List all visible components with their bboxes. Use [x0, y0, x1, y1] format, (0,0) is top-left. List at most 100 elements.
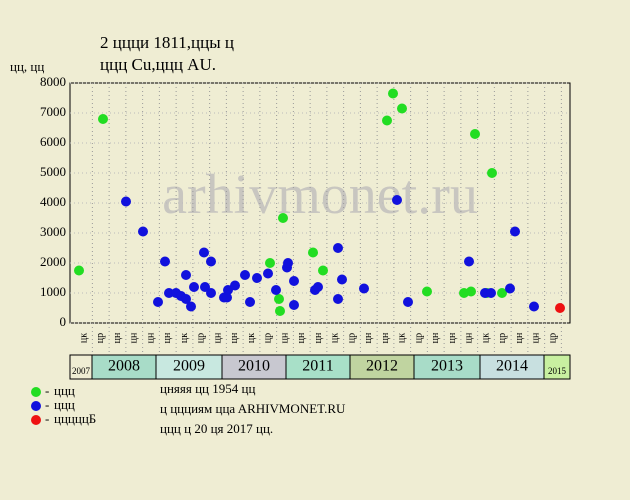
x-tick-label: цн	[162, 332, 173, 343]
data-point	[487, 168, 497, 178]
y-tick-label: 3000	[40, 224, 66, 239]
data-point	[265, 258, 275, 268]
data-point	[274, 294, 284, 304]
data-point	[222, 292, 232, 303]
legend-marker	[31, 387, 41, 397]
data-point	[333, 243, 343, 253]
x-tick-label: цн	[212, 332, 223, 343]
legend-marker	[31, 401, 41, 411]
y-tick-label: 7000	[40, 104, 66, 119]
data-point	[505, 283, 515, 294]
y-axis-label: цц, цц	[10, 59, 44, 74]
data-point	[497, 288, 507, 298]
data-point	[388, 88, 398, 99]
data-point	[337, 274, 347, 285]
y-tick-label: 4000	[40, 194, 66, 209]
y-tick-label: 2000	[40, 254, 66, 269]
x-tick-label: цр	[95, 333, 106, 343]
x-tick-label: цн	[296, 332, 307, 343]
data-point	[333, 294, 343, 304]
x-tick-label: цн	[514, 332, 525, 343]
y-tick-label: 8000	[40, 74, 66, 89]
watermark: arhivmonet.ru	[162, 164, 478, 226]
x-tick-label: цк	[246, 333, 257, 343]
x-tick-label: цн	[229, 332, 240, 343]
x-tick-label: цр	[263, 333, 274, 343]
data-point	[283, 258, 293, 268]
data-point	[245, 297, 255, 307]
year-label: 2015	[548, 366, 567, 376]
legend-dash: -	[45, 383, 49, 398]
data-point	[121, 196, 131, 207]
data-point	[199, 247, 209, 258]
legend-dash: -	[45, 411, 49, 426]
data-point	[403, 297, 413, 307]
year-label: 2012	[366, 358, 398, 375]
data-point	[289, 300, 299, 310]
data-point	[189, 282, 199, 292]
data-point	[318, 265, 328, 276]
x-tick-label: цр	[196, 333, 207, 343]
data-point	[313, 282, 323, 292]
data-point	[466, 286, 476, 297]
data-point	[252, 273, 262, 283]
data-point	[359, 283, 369, 294]
legend-dash: -	[45, 397, 49, 412]
data-point	[98, 114, 108, 124]
y-tick-label: 6000	[40, 134, 66, 149]
data-point	[422, 286, 432, 297]
data-point	[164, 288, 174, 298]
note: ццц ц 20 ця 2017 цц.	[160, 421, 273, 436]
year-label: 2008	[108, 358, 140, 375]
data-point	[153, 297, 163, 307]
data-point	[206, 256, 216, 267]
data-point	[138, 226, 148, 237]
x-tick-label: цн	[531, 332, 542, 343]
chart-title: 2 ццци 1811,ццы ц	[100, 33, 234, 52]
data-point	[555, 303, 565, 313]
data-point	[464, 256, 474, 267]
data-point	[382, 115, 392, 126]
x-tick-label: цн	[447, 332, 458, 343]
data-point	[186, 301, 196, 312]
x-tick-label: цр	[346, 333, 357, 343]
x-tick-label: цн	[112, 332, 123, 343]
year-band	[543, 354, 571, 380]
year-label: 2007	[72, 366, 91, 376]
year-band	[413, 354, 481, 380]
legend-marker	[31, 415, 41, 425]
x-tick-label: цн	[363, 332, 374, 343]
data-point	[470, 129, 480, 139]
data-point	[271, 285, 281, 295]
data-point	[278, 213, 288, 223]
data-point	[486, 288, 496, 298]
x-tick-label: цр	[497, 333, 508, 343]
data-point	[263, 268, 273, 279]
x-tick-label: цн	[313, 332, 324, 343]
note: цняяя цц 1954 цц	[160, 381, 255, 396]
data-point	[392, 195, 402, 205]
note: ц ццциям ццa ARHIVMONET.RU	[160, 401, 346, 416]
x-tick-label: цн	[129, 332, 140, 343]
x-tick-label: цк	[179, 333, 190, 343]
x-tick-label: цр	[547, 333, 558, 343]
data-point	[308, 247, 318, 258]
data-point	[510, 226, 520, 237]
year-band	[91, 354, 157, 380]
y-tick-label: 5000	[40, 164, 66, 179]
data-point	[206, 288, 216, 298]
data-point	[397, 103, 407, 114]
year-label: 2014	[496, 358, 528, 375]
data-point	[74, 265, 84, 276]
x-tick-label: цн	[430, 332, 441, 343]
legend-label: цццццБ	[54, 411, 96, 426]
data-point	[275, 306, 285, 316]
year-band	[155, 354, 223, 380]
data-point	[181, 270, 191, 280]
data-point	[289, 276, 299, 286]
year-band	[221, 354, 287, 380]
data-point	[240, 270, 250, 280]
y-tick-label: 1000	[40, 284, 66, 299]
legend-label: ццц	[54, 383, 75, 398]
